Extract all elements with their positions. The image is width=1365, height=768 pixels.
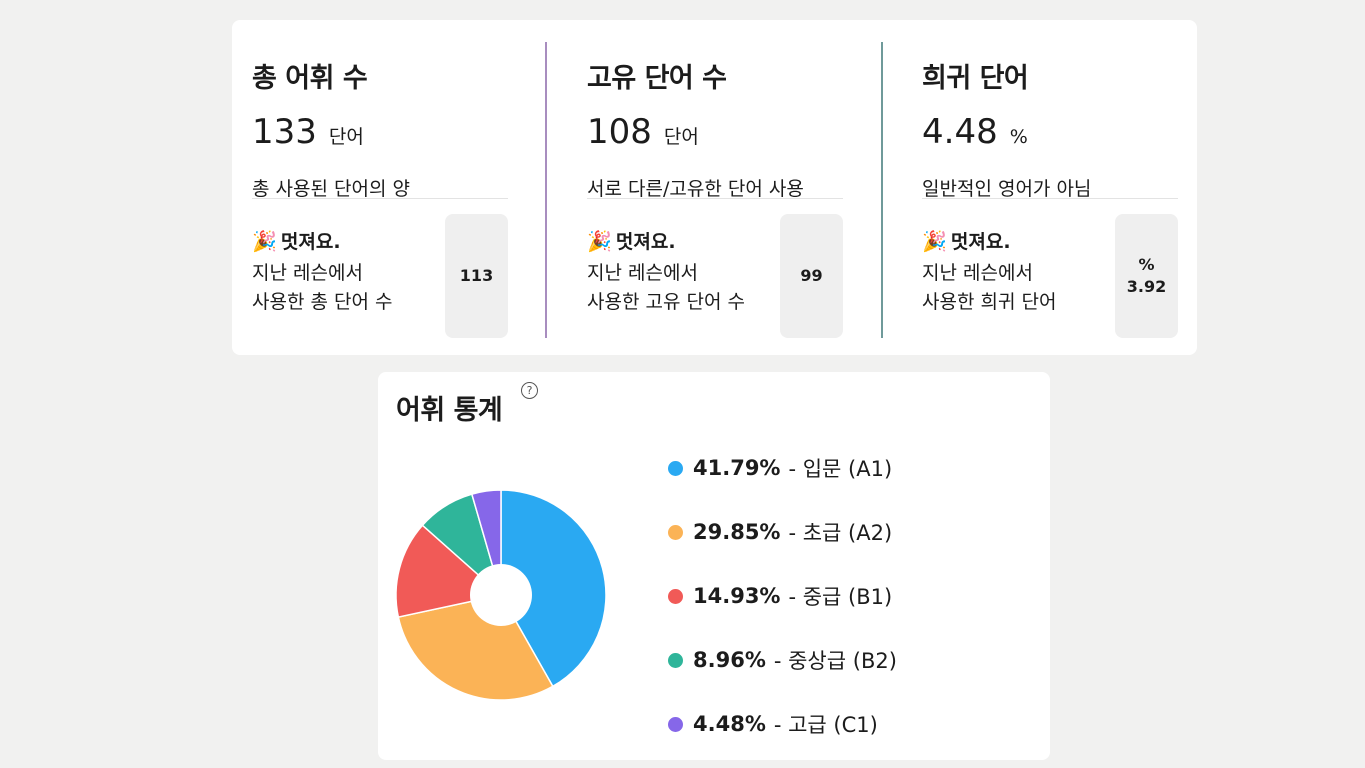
comparison-title-text: 멋져요. [615,231,676,253]
stat-unit: 단어 [328,126,364,148]
stat-description: 총 사용된 단어의 양 [252,178,410,200]
legend-label: - 입문 (A1) [788,457,893,481]
stats-card: 총 어휘 수 133 단어 총 사용된 단어의 양 🎉 멋져요. 지난 레슨에서 사… [232,20,1197,355]
stat-unique-words: 고유 단어 수 108 단어 서로 다른/고유한 단어 사용 🎉 멋져요. 지난 레… [587,20,843,355]
question-circle-icon[interactable]: ? [521,382,538,399]
previous-value-box: 99 [780,214,843,338]
legend-percent: 29.85% [693,520,781,544]
stat-rare-words: 희귀 단어 4.48% 일반적인 영어가 아님 🎉 멋져요. 지난 레슨에서 사용… [922,20,1178,355]
legend-percent: 14.93% [693,584,781,608]
stat-description: 일반적인 영어가 아님 [922,178,1092,200]
stat-number: 133 [252,112,317,152]
previous-value-unit: % [1138,255,1155,274]
divider [922,198,1178,199]
comparison-title: 🎉 멋져요. [922,227,1011,254]
comparison-title-text: 멋져요. [280,231,341,253]
vocab-stats-title: 어휘 통계 [396,395,503,426]
stat-description: 서로 다른/고유한 단어 사용 [587,178,804,200]
pie-slice [500,489,607,688]
previous-value: 99 [800,266,823,285]
comparison-line: 사용한 고유 단어 수 [587,291,745,313]
stat-value: 108 단어 [587,112,699,152]
comparison-line: 지난 레슨에서 [922,262,1033,284]
stat-title: 총 어휘 수 [252,63,368,94]
stat-value: 133 단어 [252,112,364,152]
party-popper-icon: 🎉 [922,229,947,253]
donut-hole [470,564,532,626]
legend-color-dot [668,588,683,604]
stat-unit: % [1009,126,1028,148]
column-separator [545,42,547,338]
legend-percent: 4.48% [693,712,766,736]
vocab-stats-card: 어휘 통계 ? 41.79% - 입문 (A1) 29.85% - 초급 (A2) 14… [378,372,1050,760]
stat-number: 108 [587,112,652,152]
legend-percent: 41.79% [693,456,781,480]
legend-percent: 8.96% [693,648,766,672]
stat-value: 4.48% [922,112,1028,152]
previous-value-box: 113 [445,214,508,338]
stat-total-words: 총 어휘 수 133 단어 총 사용된 단어의 양 🎉 멋져요. 지난 레슨에서 사… [252,20,508,355]
comparison-line: 사용한 희귀 단어 [922,291,1057,313]
legend-color-dot [668,716,683,732]
comparison-title-text: 멋져요. [950,231,1011,253]
comparison-text: 지난 레슨에서 사용한 고유 단어 수 [587,259,777,317]
previous-value: 3.92 [1126,277,1167,296]
legend-label: - 고급 (C1) [773,713,878,737]
stat-unit: 단어 [663,126,699,148]
legend-color-dot [668,460,683,476]
legend-item: 8.96% - 중상급 (B2) [668,644,897,676]
comparison-title: 🎉 멋져요. [587,227,676,254]
comparison-line: 지난 레슨에서 [252,262,363,284]
legend-color-dot [668,524,683,540]
legend-color-dot [668,652,683,668]
legend-item: 14.93% - 중급 (B1) [668,580,892,612]
divider [587,198,843,199]
comparison-title: 🎉 멋져요. [252,227,341,254]
comparison-line: 지난 레슨에서 [587,262,698,284]
previous-value: 113 [459,266,494,285]
legend-item: 4.48% - 고급 (C1) [668,708,878,740]
column-separator [881,42,883,338]
legend-label: - 중급 (B1) [788,585,893,609]
legend-item: 41.79% - 입문 (A1) [668,452,892,484]
party-popper-icon: 🎉 [252,229,277,253]
comparison-text: 지난 레슨에서 사용한 총 단어 수 [252,259,442,317]
comparison-line: 사용한 총 단어 수 [252,291,393,313]
stat-title: 희귀 단어 [922,63,1029,94]
previous-value-box: % 3.92 [1115,214,1178,338]
legend-label: - 초급 (A2) [788,521,893,545]
divider [252,198,508,199]
vocab-pie-chart [395,489,607,701]
stat-title: 고유 단어 수 [587,63,727,94]
stat-number: 4.48 [922,112,998,152]
legend-label: - 중상급 (B2) [773,649,897,673]
legend-item: 29.85% - 초급 (A2) [668,516,892,548]
party-popper-icon: 🎉 [587,229,612,253]
comparison-text: 지난 레슨에서 사용한 희귀 단어 [922,259,1112,317]
